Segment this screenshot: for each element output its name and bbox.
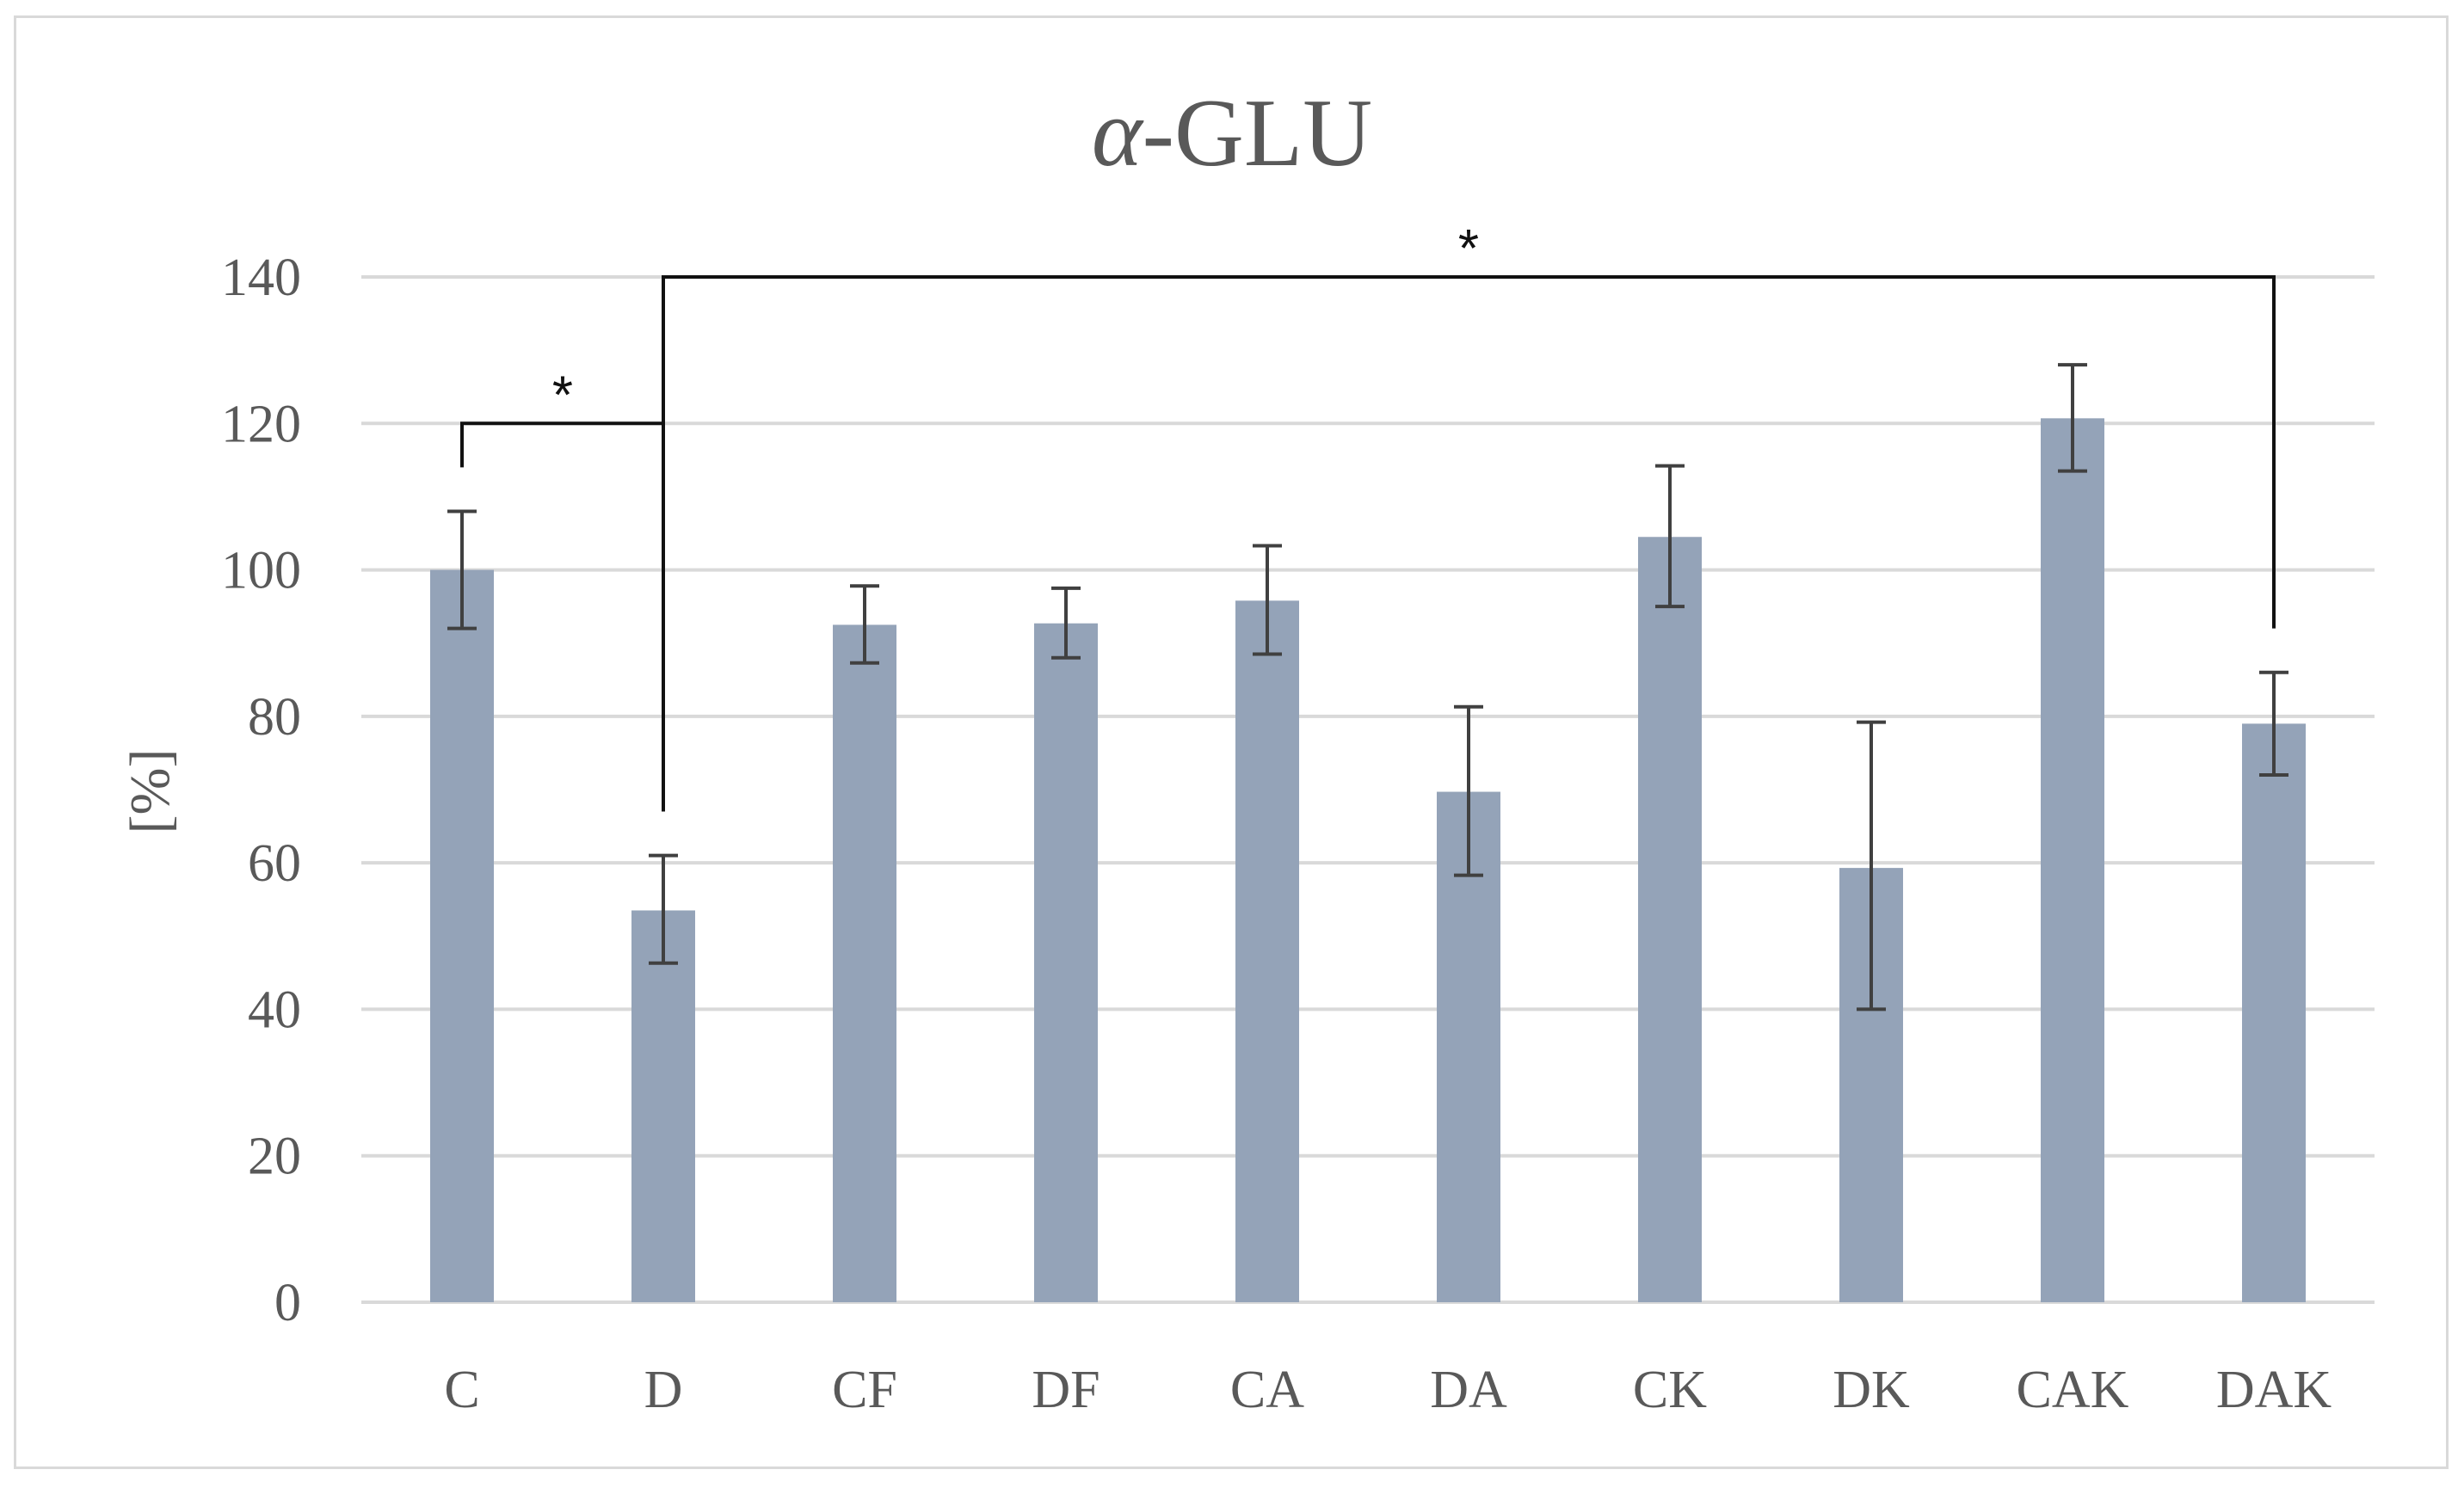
y-tick-label: 60 [248, 834, 301, 893]
x-tick-label: DF [1032, 1361, 1100, 1419]
x-tick-label: CK [1633, 1361, 1707, 1419]
error-bar-CAK [2058, 363, 2087, 473]
bar-D [631, 910, 695, 1302]
error-bars [447, 363, 2288, 1011]
y-tick-label: 20 [248, 1128, 301, 1186]
x-tick-label: DAK [2216, 1361, 2332, 1419]
error-bar-DA [1454, 704, 1483, 877]
y-tick-label: 140 [221, 249, 301, 307]
chart-title: α-GLU [1092, 80, 1372, 187]
x-tick-label: CA [1230, 1361, 1304, 1419]
bar-CK [1638, 537, 1702, 1302]
x-tick-label: D [644, 1361, 683, 1419]
bar-DAK [2242, 723, 2306, 1302]
x-tick-label: DK [1833, 1361, 1910, 1419]
y-tick-label: 0 [274, 1274, 301, 1332]
significance-label: * [552, 366, 573, 425]
bar-CAK [2041, 418, 2104, 1303]
y-tick-label: 100 [221, 542, 301, 600]
x-tick-label: C [444, 1361, 479, 1419]
error-bar-D [649, 853, 678, 965]
x-tick-label: CAK [2017, 1361, 2129, 1419]
error-bar-CA [1253, 544, 1282, 656]
bars [430, 418, 2306, 1303]
tick-labels: 0 20 40 60 80 100 120 140 C D CF DF CA DA CK DK CAK DAK [221, 249, 2332, 1419]
significance-bracket-C-D [460, 421, 663, 468]
gridlines [361, 275, 2375, 1304]
error-bar-DF [1051, 586, 1081, 660]
significance-bracket-D-DAK [662, 275, 2276, 812]
chart-title-prefix: α [1092, 80, 1144, 187]
x-tick-label: CF [832, 1361, 897, 1419]
y-axis-label: [%] [119, 749, 182, 834]
significance-label: * [1458, 219, 1479, 279]
x-tick-label: DA [1430, 1361, 1507, 1419]
error-bar-CK [1655, 464, 1685, 609]
bar-CA [1235, 600, 1299, 1302]
significance-brackets: ** [460, 219, 2276, 812]
error-bar-DK [1857, 720, 1886, 1011]
bar-CF [833, 624, 896, 1302]
error-bar-CF [850, 584, 879, 665]
error-bar-C [447, 509, 477, 630]
error-bar-DAK [2259, 670, 2288, 777]
bar-DF [1034, 623, 1098, 1302]
bar-C [430, 569, 494, 1302]
y-tick-label: 40 [248, 981, 301, 1039]
y-tick-label: 80 [248, 688, 301, 747]
chart-title-suffix: -GLU [1143, 80, 1372, 187]
y-tick-label: 120 [221, 395, 301, 453]
